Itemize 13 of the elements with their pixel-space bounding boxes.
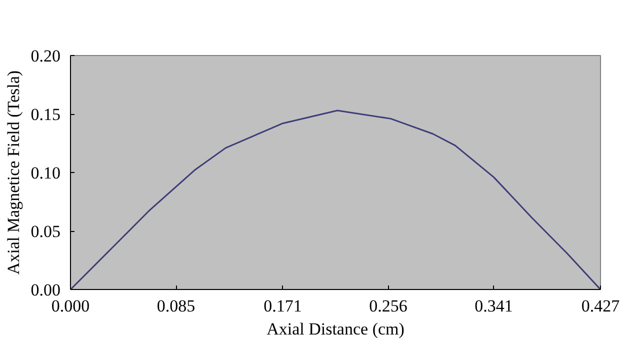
y-axis-title: Axial Magnetice Field (Tesla): [4, 70, 23, 275]
y-tick-label: 0.00: [30, 280, 60, 300]
x-tick-label: 0.000: [51, 296, 90, 316]
x-tick-label: 0.341: [474, 296, 513, 316]
x-tick-label: 0.256: [369, 296, 408, 316]
x-tick-label: 0.171: [264, 296, 302, 316]
x-axis-title: Axial Distance (cm): [266, 320, 404, 338]
y-tick-label: 0.10: [30, 164, 60, 182]
x-tick-label: 0.085: [156, 296, 196, 316]
y-tick-label: 0.05: [30, 222, 60, 241]
x-tick-label: 0.427: [581, 296, 620, 316]
y-tick-label: 0.20: [30, 46, 60, 66]
y-tick-label: 0.15: [30, 105, 60, 124]
